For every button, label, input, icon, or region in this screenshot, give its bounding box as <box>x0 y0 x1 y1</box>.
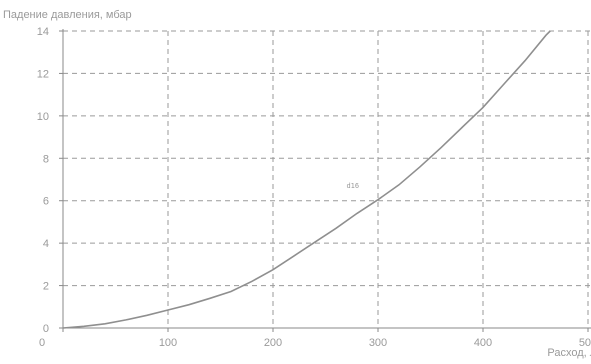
y-tick-label-10: 10 <box>37 111 49 123</box>
curve-label-d16: d16 <box>346 182 359 190</box>
y-axis-label: Падение давления, мбар <box>3 9 132 21</box>
series-line-d16 <box>62 30 551 329</box>
x-tick-label-200: 200 <box>264 337 282 349</box>
y-tick-label-0: 0 <box>43 323 49 335</box>
y-tick-label-2: 2 <box>43 281 49 293</box>
x-tick-label-0: 0 <box>39 337 45 349</box>
x-tick-label-100: 100 <box>159 337 177 349</box>
y-tick-label-12: 12 <box>37 68 49 80</box>
y-tick-label-14: 14 <box>37 26 49 38</box>
x-tick-label-400: 400 <box>474 337 492 349</box>
y-tick-label-4: 4 <box>43 238 49 250</box>
x-tick-label-500: 500 <box>579 337 591 349</box>
x-tick-label-300: 300 <box>369 337 387 349</box>
y-tick-label-6: 6 <box>43 196 49 208</box>
y-tick-label-8: 8 <box>43 153 49 165</box>
x-axis-label: Расход, л/ч <box>547 347 591 359</box>
